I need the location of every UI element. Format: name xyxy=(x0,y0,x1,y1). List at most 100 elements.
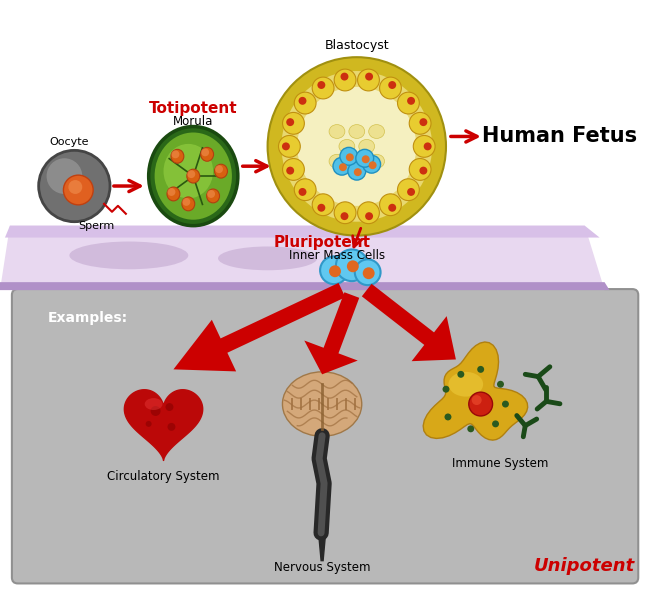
Circle shape xyxy=(340,212,348,220)
Circle shape xyxy=(419,118,427,126)
Circle shape xyxy=(361,155,370,163)
Circle shape xyxy=(201,149,209,156)
Circle shape xyxy=(419,167,427,174)
Circle shape xyxy=(268,57,446,235)
Text: Examples:: Examples: xyxy=(48,311,128,325)
Circle shape xyxy=(295,92,316,114)
Text: Inner Mass Cells: Inner Mass Cells xyxy=(289,249,385,262)
Circle shape xyxy=(151,406,161,416)
Circle shape xyxy=(336,249,368,281)
Circle shape xyxy=(365,212,373,220)
Circle shape xyxy=(388,81,396,89)
Circle shape xyxy=(354,168,361,176)
Circle shape xyxy=(146,421,152,427)
Text: Circulatory System: Circulatory System xyxy=(108,470,220,483)
Circle shape xyxy=(297,87,417,206)
Circle shape xyxy=(409,159,431,180)
Ellipse shape xyxy=(201,147,214,161)
Circle shape xyxy=(320,256,348,284)
Circle shape xyxy=(298,188,306,196)
Ellipse shape xyxy=(155,132,232,220)
Circle shape xyxy=(47,158,82,194)
Text: Oocyte: Oocyte xyxy=(50,137,89,147)
Circle shape xyxy=(281,71,432,222)
Text: Morula: Morula xyxy=(173,115,213,128)
Ellipse shape xyxy=(207,189,220,203)
Circle shape xyxy=(64,175,93,205)
Polygon shape xyxy=(423,342,527,440)
Ellipse shape xyxy=(359,140,375,153)
Circle shape xyxy=(502,401,509,407)
Polygon shape xyxy=(304,292,359,374)
Polygon shape xyxy=(125,390,203,461)
Circle shape xyxy=(497,381,504,388)
Circle shape xyxy=(413,135,435,158)
Ellipse shape xyxy=(163,144,213,198)
Circle shape xyxy=(398,92,419,114)
Circle shape xyxy=(215,165,223,173)
Circle shape xyxy=(182,198,190,206)
Circle shape xyxy=(365,72,373,80)
Text: Totipotent: Totipotent xyxy=(149,101,237,116)
Circle shape xyxy=(407,97,415,105)
Circle shape xyxy=(358,202,379,223)
Circle shape xyxy=(340,72,348,80)
Circle shape xyxy=(165,403,173,411)
Circle shape xyxy=(358,69,379,91)
Circle shape xyxy=(348,162,365,180)
Ellipse shape xyxy=(369,125,384,138)
Ellipse shape xyxy=(145,398,163,410)
Circle shape xyxy=(469,392,493,416)
Ellipse shape xyxy=(187,169,199,183)
Ellipse shape xyxy=(167,187,180,201)
Polygon shape xyxy=(0,282,609,290)
Circle shape xyxy=(477,366,484,373)
Circle shape xyxy=(283,159,304,180)
Circle shape xyxy=(340,147,358,165)
Circle shape xyxy=(171,150,179,158)
Ellipse shape xyxy=(218,246,317,270)
Polygon shape xyxy=(0,226,605,290)
Circle shape xyxy=(380,77,401,99)
Ellipse shape xyxy=(149,126,238,226)
Circle shape xyxy=(334,69,356,91)
Circle shape xyxy=(167,188,175,196)
Circle shape xyxy=(188,170,195,178)
Text: Immune System: Immune System xyxy=(452,457,548,470)
Circle shape xyxy=(355,259,380,285)
Ellipse shape xyxy=(182,197,195,211)
Circle shape xyxy=(282,143,290,150)
Circle shape xyxy=(407,188,415,196)
Text: Pluripotent: Pluripotent xyxy=(274,235,371,250)
Text: Unipotent: Unipotent xyxy=(534,556,636,574)
Circle shape xyxy=(346,153,354,161)
Circle shape xyxy=(339,163,347,171)
Circle shape xyxy=(492,420,499,427)
Ellipse shape xyxy=(329,125,345,138)
Circle shape xyxy=(409,113,431,134)
Ellipse shape xyxy=(349,155,365,168)
Circle shape xyxy=(363,267,375,279)
Circle shape xyxy=(207,190,215,198)
Circle shape xyxy=(39,150,110,222)
Circle shape xyxy=(424,143,432,150)
Text: Human Fetus: Human Fetus xyxy=(482,126,638,147)
Circle shape xyxy=(283,113,304,134)
Circle shape xyxy=(286,167,294,174)
Circle shape xyxy=(457,371,464,378)
Ellipse shape xyxy=(339,140,355,153)
Circle shape xyxy=(467,425,474,432)
Circle shape xyxy=(298,97,306,105)
Ellipse shape xyxy=(171,149,184,163)
Circle shape xyxy=(318,81,325,89)
Circle shape xyxy=(286,118,294,126)
Circle shape xyxy=(398,179,419,201)
Circle shape xyxy=(347,261,359,272)
Circle shape xyxy=(472,395,482,405)
Circle shape xyxy=(445,413,451,420)
Text: Blastocyst: Blastocyst xyxy=(325,39,389,52)
Ellipse shape xyxy=(449,372,483,397)
Circle shape xyxy=(279,135,300,158)
Ellipse shape xyxy=(215,164,228,178)
Circle shape xyxy=(312,194,334,216)
